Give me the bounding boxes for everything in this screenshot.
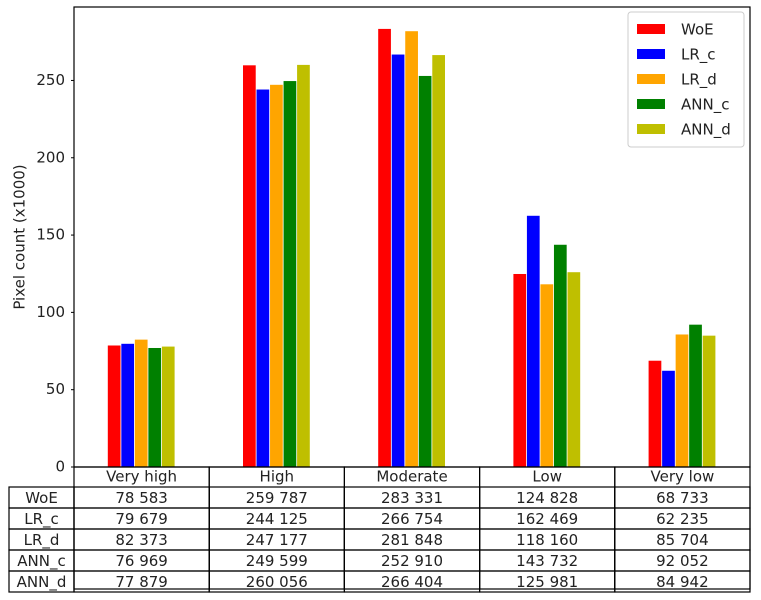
y-axis-label: Pixel count (x1000) xyxy=(11,164,29,309)
table-value: 249 599 xyxy=(246,552,308,570)
bar xyxy=(243,65,256,468)
legend-label: WoE xyxy=(681,21,714,39)
table-value: 143 732 xyxy=(516,552,578,570)
x-tick-label: Very high xyxy=(106,468,177,486)
legend-label: ANN_d xyxy=(681,121,731,140)
x-tick-label: Moderate xyxy=(376,468,447,486)
bar xyxy=(107,345,121,467)
table-value: 85 704 xyxy=(656,531,709,549)
bar xyxy=(662,370,675,467)
x-tick-label: Very low xyxy=(651,468,715,486)
legend-swatch xyxy=(637,99,665,109)
table-value: 78 583 xyxy=(115,489,168,507)
table-value: 68 733 xyxy=(656,489,709,507)
bar xyxy=(161,346,175,467)
bar xyxy=(689,324,702,467)
table-value: 283 331 xyxy=(381,489,443,507)
table-row-label: ANN_d xyxy=(17,573,67,592)
bar xyxy=(378,28,391,468)
y-tick-label: 150 xyxy=(36,226,65,244)
bar xyxy=(256,89,270,467)
table-value: 76 969 xyxy=(115,552,168,570)
bar xyxy=(540,284,554,467)
legend-swatch xyxy=(637,24,665,34)
legend-swatch xyxy=(637,74,665,84)
table-row-label: LR_c xyxy=(24,510,59,529)
y-tick-label: 200 xyxy=(36,148,65,166)
legend-label: LR_c xyxy=(681,46,716,65)
y-tick-label: 0 xyxy=(55,458,65,476)
bar xyxy=(148,347,162,467)
table-value: 84 942 xyxy=(656,573,709,591)
table-value: 247 177 xyxy=(246,531,308,549)
legend-swatch xyxy=(637,124,665,134)
table-value: 77 879 xyxy=(115,573,168,591)
table-value: 260 056 xyxy=(246,573,308,591)
table-row-label: LR_d xyxy=(24,531,60,550)
legend-label: LR_d xyxy=(681,71,717,90)
table-value: 82 373 xyxy=(115,531,168,549)
table-value: 244 125 xyxy=(246,510,308,528)
table-row-label: ANN_c xyxy=(17,552,65,571)
legend-swatch xyxy=(637,49,665,59)
y-tick-label: 100 xyxy=(36,303,65,321)
table-value: 118 160 xyxy=(516,531,578,549)
bar xyxy=(432,55,445,468)
bar xyxy=(702,335,716,467)
bar xyxy=(567,272,581,467)
table-value: 124 828 xyxy=(516,489,578,507)
legend-label: ANN_c xyxy=(681,96,729,115)
bar xyxy=(513,273,527,467)
bar xyxy=(283,81,297,467)
table-value: 92 052 xyxy=(656,552,709,570)
bar xyxy=(526,215,540,467)
bar xyxy=(553,244,567,467)
bar xyxy=(405,31,418,467)
table-cell xyxy=(614,570,751,593)
y-tick-label: 50 xyxy=(46,380,65,398)
table-row-label: WoE xyxy=(25,489,58,507)
table-value: 62 235 xyxy=(656,510,709,528)
table-value: 125 981 xyxy=(516,573,578,591)
x-tick-label: High xyxy=(260,468,294,486)
bar xyxy=(418,75,432,467)
bar xyxy=(391,54,405,467)
bar xyxy=(121,343,135,467)
table-value: 281 848 xyxy=(381,531,443,549)
table-value: 162 469 xyxy=(516,510,578,528)
table-value: 79 679 xyxy=(115,510,168,528)
table-value: 259 787 xyxy=(246,489,308,507)
y-tick-label: 250 xyxy=(36,71,65,89)
bar xyxy=(270,84,283,467)
bar xyxy=(675,334,689,467)
bar xyxy=(297,64,310,467)
table-value: 252 910 xyxy=(381,552,443,570)
table-value: 266 404 xyxy=(381,573,443,591)
bar xyxy=(134,339,148,467)
legend-box xyxy=(627,11,745,148)
bar xyxy=(648,360,662,467)
x-tick-label: Low xyxy=(532,468,562,486)
table-value: 266 754 xyxy=(381,510,443,528)
